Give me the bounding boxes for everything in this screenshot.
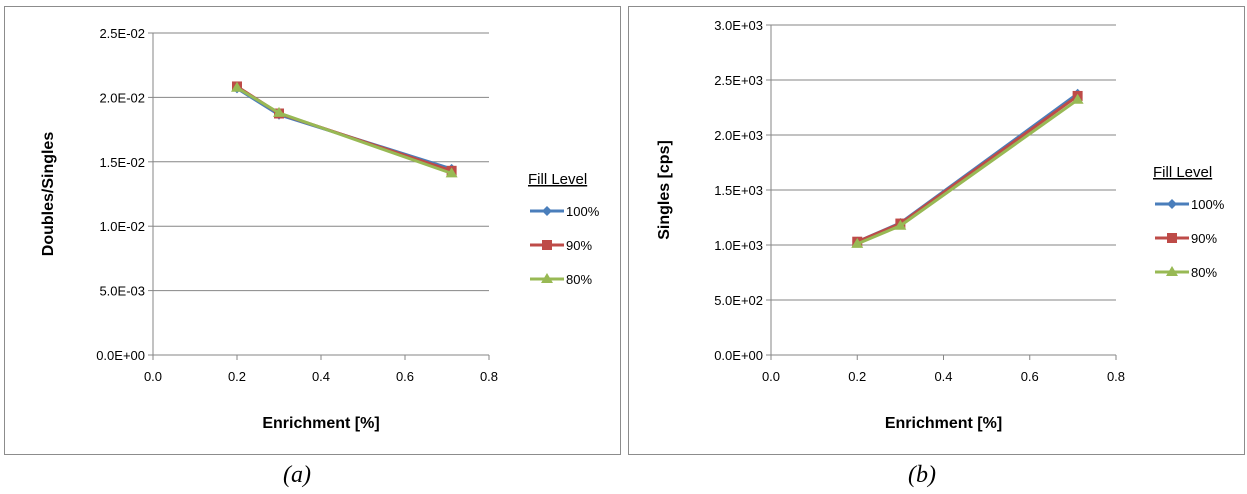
legend-marker — [542, 240, 552, 250]
legend-marker — [1167, 199, 1177, 209]
y-tick-label: 2.5E-02 — [99, 26, 145, 41]
legend: Fill Level 100% 90% 80% — [1153, 164, 1225, 280]
legend-label: 90% — [1191, 231, 1217, 246]
x-tick-label: 0.4 — [312, 369, 330, 384]
series-line — [236, 86, 453, 175]
data-point — [851, 237, 864, 248]
legend-marker — [541, 273, 553, 283]
series-0 — [852, 88, 1083, 247]
legend-title: Fill Level — [1153, 164, 1212, 181]
data-point — [231, 81, 243, 92]
x-tick-label: 0.4 — [934, 369, 952, 384]
legend-label: 80% — [566, 272, 592, 287]
legend-label: 80% — [1191, 265, 1217, 280]
chart-panel-a: 0.0E+00 5.0E-03 1.0E-02 1.5E-02 2.0E-02 2.5E-… — [4, 6, 621, 455]
y-tick-label: 1.0E-02 — [99, 219, 145, 234]
x-tick-label: 0.6 — [1021, 369, 1039, 384]
x-tick-label: 0.8 — [480, 369, 498, 384]
x-axis-label: Enrichment [%] — [262, 415, 379, 432]
y-tick-label: 2.5E+03 — [714, 73, 763, 88]
legend-marker — [1166, 266, 1178, 276]
series-2 — [851, 93, 1084, 248]
legend-label: 90% — [566, 238, 592, 253]
y-axis-label: Doubles/Singles — [40, 132, 57, 257]
y-tick-label: 2.0E+03 — [714, 128, 763, 143]
y-tick-label: 2.0E-02 — [99, 90, 145, 105]
legend-marker — [542, 206, 552, 216]
data-point — [1071, 93, 1084, 104]
data-point — [273, 106, 285, 117]
data-point — [894, 219, 907, 230]
legend-title: Fill Level — [528, 171, 587, 188]
chart-panel-b: 0.0E+00 5.0E+02 1.0E+03 1.5E+03 2.0E+03 2.5E+… — [628, 6, 1245, 455]
x-tick-label: 0.2 — [228, 369, 246, 384]
legend: Fill Level 100% 90% 80% — [528, 171, 600, 287]
x-tick-label: 0.6 — [396, 369, 414, 384]
y-tick-label: 0.0E+00 — [96, 348, 145, 363]
chart-a-svg: 0.0E+00 5.0E-03 1.0E-02 1.5E-02 2.0E-02 2.5E-… — [40, 26, 600, 432]
y-tick-label: 3.0E+03 — [714, 18, 763, 33]
y-tick-label: 5.0E+02 — [714, 293, 763, 308]
x-axis-label: Enrichment [%] — [885, 415, 1002, 432]
series-2 — [231, 81, 458, 178]
series-line — [236, 87, 453, 171]
y-axis-label: Singles [cps] — [656, 140, 673, 240]
y-tick-label: 1.5E+03 — [714, 183, 763, 198]
y-tick-label: 1.5E-02 — [99, 155, 145, 170]
legend-marker — [1167, 233, 1177, 243]
legend-label: 100% — [1191, 197, 1225, 212]
data-point — [445, 167, 458, 178]
y-tick-label: 0.0E+00 — [714, 348, 763, 363]
caption-a: (a) — [283, 462, 311, 488]
legend-label: 100% — [566, 204, 600, 219]
y-tick-label: 1.0E+03 — [714, 238, 763, 253]
caption-b: (b) — [908, 462, 936, 488]
x-tick-label: 0.2 — [848, 369, 866, 384]
chart-b-svg: 0.0E+00 5.0E+02 1.0E+03 1.5E+03 2.0E+03 2.5E+… — [656, 18, 1225, 432]
x-tick-label: 0.0 — [762, 369, 780, 384]
series-line — [856, 92, 1079, 244]
x-tick-label: 0.8 — [1107, 369, 1125, 384]
y-tick-label: 5.0E-03 — [99, 284, 145, 299]
x-tick-label: 0.0 — [144, 369, 162, 384]
